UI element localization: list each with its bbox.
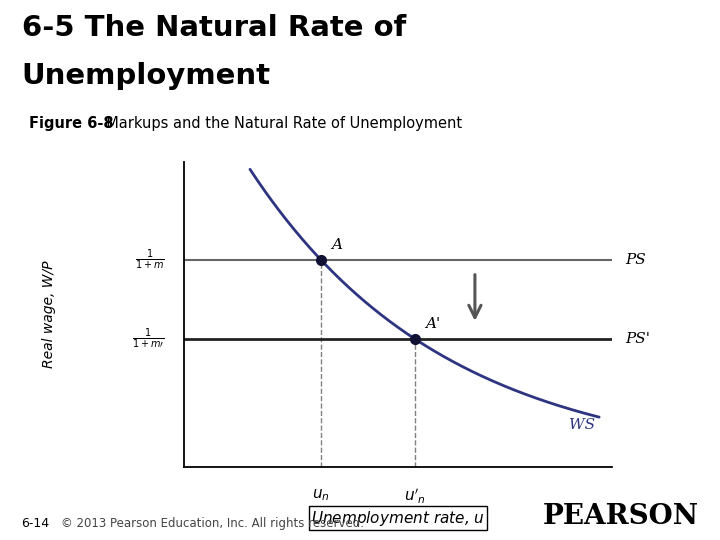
Text: © 2013 Pearson Education, Inc. All rights reserved.: © 2013 Pearson Education, Inc. All right…: [61, 517, 364, 530]
Text: PEARSON: PEARSON: [542, 503, 698, 530]
Text: Markups and the Natural Rate of Unemployment: Markups and the Natural Rate of Unemploy…: [97, 116, 462, 131]
Text: 6-5 The Natural Rate of: 6-5 The Natural Rate of: [22, 14, 406, 42]
Text: Unemployment rate, $u$: Unemployment rate, $u$: [311, 509, 485, 528]
Text: PS': PS': [625, 332, 650, 346]
Text: A: A: [331, 238, 343, 252]
Text: $\frac{1}{1+m\prime}$: $\frac{1}{1+m\prime}$: [132, 327, 164, 351]
Text: 6-14: 6-14: [22, 517, 50, 530]
Text: $\frac{1}{1+m}$: $\frac{1}{1+m}$: [135, 247, 164, 272]
Text: $u'_n$: $u'_n$: [404, 487, 426, 506]
Text: A': A': [426, 318, 441, 332]
Text: $u_n$: $u_n$: [312, 487, 330, 503]
Text: Real wage, W/P: Real wage, W/P: [42, 260, 56, 368]
Text: Figure 6-8: Figure 6-8: [29, 116, 114, 131]
Text: PS: PS: [625, 253, 646, 267]
Text: WS: WS: [569, 418, 595, 432]
Text: Unemployment: Unemployment: [22, 62, 271, 90]
